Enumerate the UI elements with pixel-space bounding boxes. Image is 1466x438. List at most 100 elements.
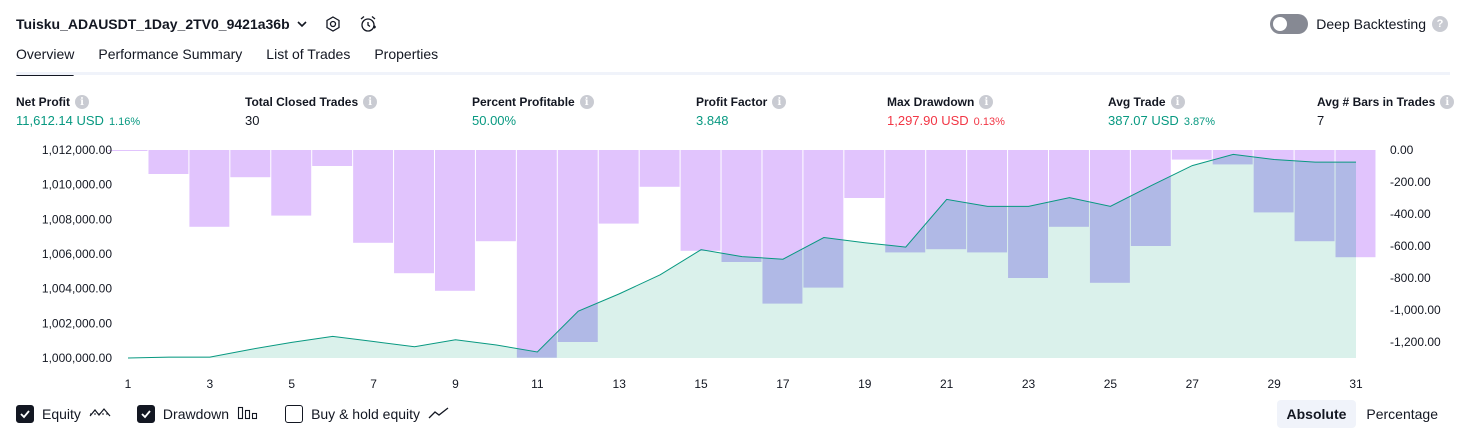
x-axis-tick: 21 bbox=[940, 377, 954, 391]
metric-value: 11,612.14 USD bbox=[16, 113, 104, 128]
x-axis-tick: 9 bbox=[452, 377, 459, 391]
left-axis-tick: 1,004,000.00 bbox=[42, 282, 112, 296]
tab-performance-summary[interactable]: Performance Summary bbox=[98, 46, 243, 62]
legend-label: Equity bbox=[42, 406, 81, 422]
absolute-button[interactable]: Absolute bbox=[1276, 400, 1357, 428]
x-axis-tick: 15 bbox=[694, 377, 708, 391]
right-axis-tick: -1,000.00 bbox=[1390, 303, 1441, 317]
drawdown-bar bbox=[230, 150, 271, 178]
right-axis-tick: -400.00 bbox=[1390, 207, 1431, 221]
drawdown-bar bbox=[1171, 150, 1212, 160]
metric-label: Avg # Bars in Trades bbox=[1317, 95, 1436, 109]
metric-max-drawdown: Max Drawdown i 1,297.90 USD 0.13% bbox=[887, 94, 1005, 128]
info-icon[interactable]: i bbox=[579, 95, 594, 109]
tab-list-of-trades[interactable]: List of Trades bbox=[266, 46, 351, 62]
legend-drawdown[interactable]: Drawdown bbox=[136, 405, 259, 423]
x-axis-tick: 27 bbox=[1186, 377, 1200, 391]
metric-label: Net Profit bbox=[16, 95, 70, 109]
x-axis-tick: 31 bbox=[1349, 377, 1363, 391]
info-icon[interactable]: i bbox=[363, 95, 378, 109]
metric-value: 7 bbox=[1317, 113, 1325, 128]
left-axis-tick: 1,006,000.00 bbox=[42, 247, 112, 261]
chart-legend: Equity Drawdown Buy & hold equity bbox=[16, 402, 476, 426]
metric-net-profit: Net Profit i 11,612.14 USD 1.16% bbox=[16, 94, 140, 128]
strategy-name[interactable]: Tuisku_ADAUSDT_1Day_2TV0_9421a36b bbox=[16, 16, 290, 32]
x-axis-tick: 7 bbox=[370, 377, 377, 391]
drawdown-bar bbox=[189, 150, 230, 227]
checkmark-icon bbox=[141, 410, 151, 419]
drawdown-bar bbox=[475, 150, 516, 242]
percentage-button[interactable]: Percentage bbox=[1366, 406, 1438, 422]
alert-clock-icon[interactable] bbox=[358, 14, 378, 34]
settings-icon[interactable] bbox=[324, 15, 342, 33]
metric-avg-trade: Avg Trade i 387.07 USD 3.87% bbox=[1108, 94, 1215, 128]
metric-value: 387.07 USD bbox=[1108, 113, 1179, 128]
drawdown-bar bbox=[148, 150, 189, 174]
drawdown-bar-overlap bbox=[1253, 154, 1294, 213]
metric-label: Percent Profitable bbox=[472, 95, 575, 109]
info-icon[interactable]: i bbox=[772, 95, 787, 109]
info-icon[interactable]: i bbox=[75, 95, 89, 109]
left-axis-tick: 1,002,000.00 bbox=[42, 316, 112, 330]
tab-bar: Overview Performance Summary List of Tra… bbox=[16, 46, 462, 76]
deep-backtesting: Deep Backtesting ? bbox=[1270, 12, 1448, 36]
left-axis-tick: 1,008,000.00 bbox=[42, 212, 112, 226]
info-icon[interactable]: i bbox=[1170, 95, 1185, 109]
drawdown-bar bbox=[639, 150, 680, 187]
right-axis-tick: -600.00 bbox=[1390, 239, 1431, 253]
x-axis-tick: 19 bbox=[858, 377, 872, 391]
left-axis-tick: 1,000,000.00 bbox=[42, 351, 112, 365]
checkmark-icon bbox=[20, 410, 30, 419]
x-axis-tick: 23 bbox=[1022, 377, 1036, 391]
drawdown-checkbox[interactable] bbox=[136, 405, 155, 423]
legend-equity[interactable]: Equity bbox=[16, 405, 111, 423]
tab-properties[interactable]: Properties bbox=[374, 46, 439, 62]
drawdown-bar bbox=[353, 150, 394, 243]
right-axis-tick: -800.00 bbox=[1390, 271, 1431, 285]
x-axis-tick: 11 bbox=[531, 377, 544, 391]
info-icon[interactable]: i bbox=[1440, 95, 1455, 109]
equity-drawdown-chart: 1,012,000.00 1,010,000.00 1,008,000.00 1,00… bbox=[42, 143, 1441, 391]
x-axis-tick: 13 bbox=[613, 377, 627, 391]
help-icon[interactable]: ? bbox=[1432, 16, 1448, 32]
chevron-down-icon[interactable] bbox=[296, 18, 308, 30]
equity-line-icon bbox=[89, 406, 111, 423]
metric-label: Max Drawdown bbox=[887, 95, 975, 109]
drawdown-bar-overlap bbox=[1335, 154, 1356, 258]
tab-divider bbox=[16, 72, 1450, 75]
right-axis-tick: -1,200.00 bbox=[1390, 335, 1441, 349]
right-axis-tick: -200.00 bbox=[1390, 175, 1431, 189]
drawdown-bars-icon bbox=[237, 406, 259, 423]
metric-profit-factor: Profit Factor i 3.848 bbox=[696, 94, 787, 128]
strategy-header: Tuisku_ADAUSDT_1Day_2TV0_9421a36b bbox=[16, 12, 378, 36]
legend-label: Buy & hold equity bbox=[311, 406, 421, 422]
metric-avg-bars-in-trades: Avg # Bars in Trades i 7 bbox=[1317, 94, 1455, 128]
metric-value: 50.00% bbox=[472, 113, 517, 128]
legend-buy-hold[interactable]: Buy & hold equity bbox=[285, 405, 450, 423]
drawdown-bar bbox=[394, 150, 434, 274]
metric-percent: 0.13% bbox=[973, 116, 1005, 128]
equity-line bbox=[127, 153, 1356, 359]
drawdown-bar bbox=[680, 150, 721, 251]
metric-value: 1,297.90 USD bbox=[887, 113, 969, 128]
metric-total-closed-trades: Total Closed Trades i 30 bbox=[245, 94, 378, 128]
drawdown-bar bbox=[516, 150, 557, 358]
info-icon[interactable]: i bbox=[979, 95, 994, 109]
view-mode-toggle: Absolute Percentage bbox=[1276, 400, 1449, 428]
deep-backtesting-toggle[interactable] bbox=[1270, 14, 1309, 34]
drawdown-bar bbox=[844, 150, 885, 198]
x-axis-tick: 17 bbox=[776, 377, 790, 391]
buy-hold-checkbox[interactable] bbox=[285, 405, 304, 423]
drawdown-bar bbox=[598, 150, 639, 224]
metric-percent: 1.16% bbox=[108, 116, 141, 128]
left-axis-tick: 1,012,000.00 bbox=[42, 143, 112, 157]
metric-label: Avg Trade bbox=[1108, 95, 1166, 109]
drawdown-bar-overlap bbox=[1294, 154, 1335, 242]
metric-value: 3.848 bbox=[696, 113, 729, 128]
metric-label: Profit Factor bbox=[696, 95, 768, 109]
metric-value: 30 bbox=[245, 113, 260, 128]
equity-checkbox[interactable] bbox=[16, 405, 34, 423]
tab-overview[interactable]: Overview bbox=[16, 46, 75, 76]
x-axis-tick: 29 bbox=[1267, 377, 1281, 391]
x-axis-tick: 25 bbox=[1104, 377, 1118, 391]
